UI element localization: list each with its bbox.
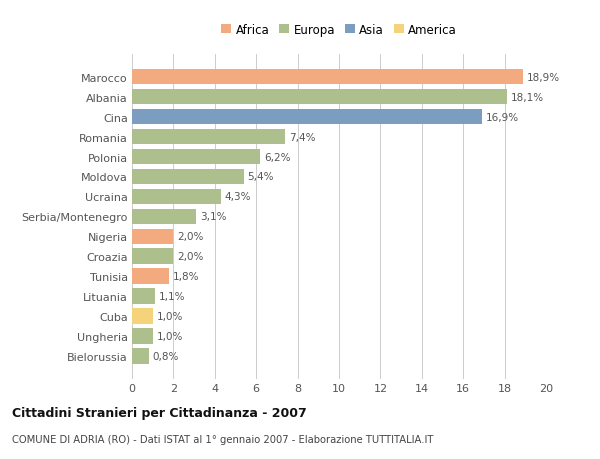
Bar: [132, 110, 482, 125]
Bar: [132, 329, 152, 344]
Text: 6,2%: 6,2%: [264, 152, 290, 162]
Bar: [132, 209, 196, 224]
Text: 2,0%: 2,0%: [177, 232, 203, 242]
Text: 16,9%: 16,9%: [485, 112, 518, 123]
Text: 5,4%: 5,4%: [248, 172, 274, 182]
Text: 4,3%: 4,3%: [225, 192, 251, 202]
Bar: [132, 229, 173, 245]
Bar: [132, 90, 506, 105]
Text: 7,4%: 7,4%: [289, 132, 316, 142]
Text: Cittadini Stranieri per Cittadinanza - 2007: Cittadini Stranieri per Cittadinanza - 2…: [12, 406, 307, 419]
Text: 1,8%: 1,8%: [173, 272, 199, 281]
Bar: [132, 289, 155, 304]
Bar: [132, 189, 221, 205]
Legend: Africa, Europa, Asia, America: Africa, Europa, Asia, America: [221, 24, 457, 37]
Text: 3,1%: 3,1%: [200, 212, 226, 222]
Text: 18,1%: 18,1%: [511, 92, 544, 102]
Text: 0,8%: 0,8%: [152, 351, 179, 361]
Text: COMUNE DI ADRIA (RO) - Dati ISTAT al 1° gennaio 2007 - Elaborazione TUTTITALIA.I: COMUNE DI ADRIA (RO) - Dati ISTAT al 1° …: [12, 434, 433, 444]
Text: 2,0%: 2,0%: [177, 252, 203, 262]
Text: 1,0%: 1,0%: [157, 311, 183, 321]
Bar: [132, 149, 260, 165]
Bar: [132, 348, 149, 364]
Bar: [132, 169, 244, 185]
Bar: [132, 308, 152, 324]
Bar: [132, 70, 523, 85]
Text: 18,9%: 18,9%: [527, 73, 560, 83]
Bar: [132, 249, 173, 264]
Text: 1,1%: 1,1%: [158, 291, 185, 302]
Bar: [132, 129, 285, 145]
Text: 1,0%: 1,0%: [157, 331, 183, 341]
Bar: [132, 269, 169, 285]
